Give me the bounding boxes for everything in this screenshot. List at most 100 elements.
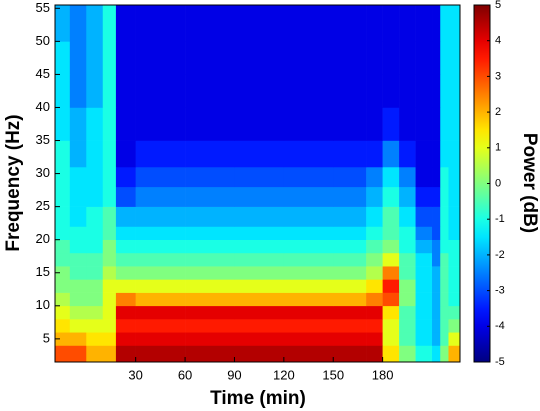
heatmap-cell xyxy=(448,206,461,227)
heatmap-cell xyxy=(115,292,136,307)
heatmap-cell xyxy=(333,292,367,307)
heatmap-cell xyxy=(440,206,449,227)
heatmap-cell xyxy=(366,319,383,333)
heatmap-cell xyxy=(399,332,416,346)
heatmap-cell xyxy=(69,252,87,267)
heatmap-cell xyxy=(102,239,117,254)
heatmap-cell xyxy=(102,206,117,227)
heatmap-cell xyxy=(55,305,71,320)
colorbar-tick-label: 3 xyxy=(495,70,501,82)
heatmap-cell xyxy=(415,41,433,75)
heatmap-cell xyxy=(448,292,461,307)
heatmap-cell xyxy=(448,332,461,346)
y-tick-label: 5 xyxy=(43,330,50,345)
heatmap-cell xyxy=(440,239,449,254)
heatmap-cell xyxy=(432,239,441,254)
heatmap-cell xyxy=(333,41,367,75)
heatmap-cell xyxy=(185,226,235,240)
heatmap-cell xyxy=(234,140,285,168)
heatmap-cell xyxy=(432,140,441,168)
heatmap-cell xyxy=(333,332,367,346)
heatmap-cell xyxy=(382,186,400,207)
heatmap-cell xyxy=(102,319,117,333)
heatmap-cell xyxy=(55,252,71,267)
y-tick-label: 35 xyxy=(36,132,50,147)
heatmap-cell xyxy=(283,345,334,363)
heatmap-cell xyxy=(382,239,400,254)
heatmap-cell xyxy=(440,279,449,293)
heatmap-cell xyxy=(448,226,461,240)
heatmap-cell xyxy=(366,41,383,75)
heatmap-cell xyxy=(234,305,285,320)
heatmap-cell xyxy=(135,292,186,307)
heatmap-cell xyxy=(115,239,136,254)
heatmap-cell xyxy=(55,5,71,42)
heatmap-cell xyxy=(333,226,367,240)
heatmap-cell xyxy=(86,332,104,346)
heatmap-cell xyxy=(115,332,136,346)
heatmap-cell xyxy=(102,74,117,108)
heatmap-cell xyxy=(102,266,117,280)
heatmap-cell xyxy=(283,252,334,267)
heatmap-cell xyxy=(185,186,235,207)
heatmap-cell xyxy=(185,279,235,293)
heatmap-cell xyxy=(415,107,433,141)
y-tick-label: 25 xyxy=(36,198,50,213)
x-tick-label: 180 xyxy=(372,367,394,382)
heatmap-cell xyxy=(115,166,136,188)
heatmap-cell xyxy=(185,319,235,333)
heatmap-cell xyxy=(440,74,449,108)
y-tick-label: 10 xyxy=(36,297,50,312)
heatmap-cell xyxy=(440,345,449,363)
heatmap-cell xyxy=(283,186,334,207)
heatmap-cell xyxy=(399,279,416,293)
heatmap-cell xyxy=(415,140,433,168)
y-tick-label: 55 xyxy=(36,0,50,15)
heatmap-cell xyxy=(333,252,367,267)
heatmap-cell xyxy=(234,226,285,240)
heatmap-cell xyxy=(135,332,186,346)
heatmap-cell xyxy=(55,239,71,254)
heatmap-cell xyxy=(382,332,400,346)
heatmap-cell xyxy=(366,292,383,307)
heatmap-cell xyxy=(440,226,449,240)
heatmap-cell xyxy=(102,41,117,75)
heatmap-cell xyxy=(86,305,104,320)
heatmap-cell xyxy=(55,74,71,108)
colorbar-label: Power (dB) xyxy=(519,133,540,233)
heatmap-cell xyxy=(86,186,104,207)
heatmap-cell xyxy=(185,140,235,168)
heatmap-cell xyxy=(382,140,400,168)
colorbar-tick-label: -1 xyxy=(495,213,505,225)
heatmap-cell xyxy=(415,239,433,254)
heatmap-cell xyxy=(135,74,186,108)
heatmap-cell xyxy=(55,345,71,363)
heatmap-cell xyxy=(102,279,117,293)
heatmap-cell xyxy=(115,279,136,293)
heatmap-cell xyxy=(135,186,186,207)
heatmap-cell xyxy=(448,252,461,267)
heatmap-cell xyxy=(135,5,186,42)
heatmap-cell xyxy=(432,305,441,320)
heatmap-cell xyxy=(102,226,117,240)
heatmap-cell xyxy=(115,305,136,320)
heatmap-cell xyxy=(69,345,87,363)
heatmap-cell xyxy=(283,41,334,75)
heatmap-cell xyxy=(448,186,461,207)
heatmap-cell xyxy=(185,266,235,280)
heatmap-cell xyxy=(86,74,104,108)
heatmap-cell xyxy=(86,319,104,333)
heatmap-cell xyxy=(415,305,433,320)
heatmap-cell xyxy=(69,140,87,168)
heatmap-cell xyxy=(234,41,285,75)
heatmap-cell xyxy=(234,74,285,108)
heatmap-cell xyxy=(366,166,383,188)
heatmap-cell xyxy=(432,226,441,240)
heatmap-cell xyxy=(115,226,136,240)
heatmap-cell xyxy=(366,266,383,280)
heatmap-cell xyxy=(283,292,334,307)
heatmap-cell xyxy=(399,239,416,254)
heatmap-cell xyxy=(185,107,235,141)
heatmap-cell xyxy=(432,292,441,307)
heatmap-cell xyxy=(333,107,367,141)
